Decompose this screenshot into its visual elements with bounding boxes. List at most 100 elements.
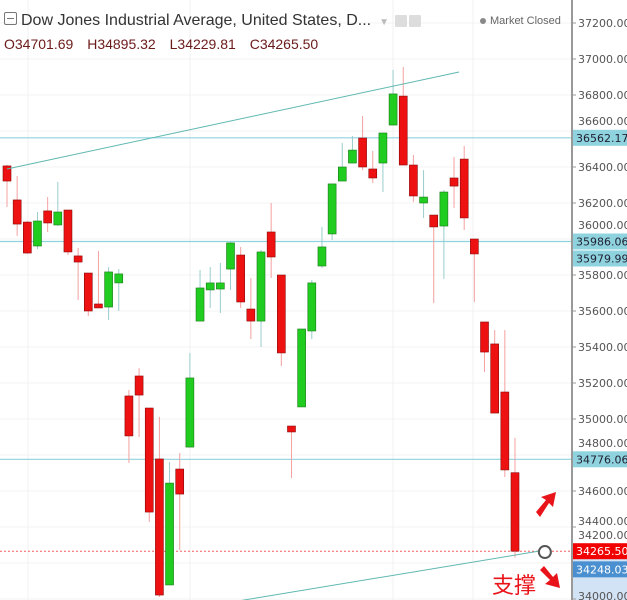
level-badge — [573, 233, 627, 250]
candle — [398, 95, 408, 166]
candle — [470, 238, 479, 255]
axis-tick-label: 35800.00 — [578, 269, 627, 282]
candle — [266, 231, 276, 258]
close-value: 34265.50 — [259, 36, 319, 52]
candle — [449, 177, 459, 187]
axis-tick-label: 34200.00 — [578, 529, 627, 542]
axis-tick-label: 37000.00 — [578, 53, 627, 66]
axis-tick-label: 36200.00 — [578, 197, 627, 210]
candle — [226, 242, 235, 270]
candle — [368, 168, 378, 179]
candle — [409, 164, 418, 197]
candle — [43, 210, 52, 224]
candle — [378, 132, 388, 164]
candle — [287, 425, 296, 433]
dropdown-caret-icon[interactable]: ▼ — [379, 17, 390, 28]
candle — [419, 196, 428, 204]
support-badge — [573, 561, 627, 578]
candle — [73, 255, 83, 263]
candle — [510, 472, 520, 552]
candle — [185, 377, 195, 448]
candle — [480, 321, 489, 353]
chart-title-bar: Dow Jones Industrial Average, United Sta… — [4, 12, 422, 30]
axis-tick-label: 35600.00 — [578, 305, 627, 318]
candle — [246, 308, 256, 322]
level-badge-label: 35979.99 — [576, 253, 627, 266]
chart-title: Dow Jones Industrial Average, United Sta… — [21, 12, 372, 29]
level-badge-label: 36562.17 — [576, 132, 627, 145]
candle — [216, 282, 225, 290]
candle — [23, 221, 32, 254]
market-status: Market Closed — [480, 15, 561, 27]
axis-tick-label: 35000.00 — [578, 413, 627, 426]
arrow-down-icon — [540, 566, 560, 588]
open-value: 34701.69 — [14, 36, 74, 52]
high-value: 34895.32 — [97, 36, 156, 52]
candle — [195, 287, 205, 322]
trendlines[interactable] — [6, 71, 552, 600]
axis-tick-label: 36800.00 — [578, 89, 627, 102]
candle — [2, 165, 12, 182]
low-value: 34229.81 — [177, 36, 236, 52]
level-badge — [573, 451, 627, 468]
collapse-icon[interactable] — [4, 12, 17, 25]
grid — [0, 0, 572, 600]
market-status-text: Market Closed — [490, 15, 561, 27]
axis-tick-label: 36400.00 — [578, 161, 627, 174]
candle — [33, 220, 42, 247]
candle — [429, 214, 439, 228]
candle — [459, 158, 469, 219]
candle — [358, 137, 367, 168]
last-price-badge — [573, 543, 627, 560]
candle — [317, 246, 327, 267]
candle — [337, 166, 347, 182]
candle — [256, 251, 266, 322]
low-label: L — [169, 36, 178, 52]
candles — [2, 66, 520, 598]
candle — [63, 209, 73, 253]
support-annotation: 支撑 — [492, 574, 537, 599]
axis-tick-label: 36600.00 — [578, 115, 627, 128]
status-dot-icon — [480, 18, 486, 25]
candle — [165, 482, 174, 586]
trendline-handle — [537, 545, 552, 560]
candle — [155, 458, 164, 596]
candle — [388, 93, 398, 126]
level-badge-label: 35986.06 — [576, 236, 627, 249]
candle — [53, 211, 63, 226]
axis-tick-label: 34600.00 — [578, 485, 627, 498]
level-badge-label: 34776.06 — [576, 453, 627, 466]
candle — [175, 468, 185, 495]
trendline — [241, 549, 546, 600]
arrow-up-icon — [536, 492, 556, 517]
axis-tick-label: 35200.00 — [578, 377, 627, 390]
high-label: H — [87, 36, 98, 52]
level-badge — [573, 250, 627, 267]
last-price-label: 34265.50 — [576, 545, 627, 558]
level-badge — [573, 129, 627, 146]
ohlc-values: O34701.69 H34895.32 L34229.81 C34265.50 — [4, 36, 328, 52]
axis-tick-label: 34400.00 — [578, 515, 627, 528]
candle — [490, 343, 499, 414]
close-label: C — [249, 36, 260, 52]
candle — [236, 254, 245, 303]
candle — [277, 274, 286, 354]
axis-tick-label: 35400.00 — [578, 341, 627, 354]
candle — [348, 149, 357, 164]
candle — [297, 328, 306, 408]
candle — [439, 191, 449, 227]
eye-icon[interactable] — [395, 14, 408, 27]
candle — [124, 395, 134, 437]
arrows — [536, 492, 560, 588]
axis-tick-label: 34800.00 — [578, 437, 627, 450]
gear-icon[interactable] — [409, 14, 422, 27]
candle — [114, 273, 124, 284]
candle — [307, 282, 317, 332]
candle — [94, 303, 103, 309]
axis-tick-label: 36000.00 — [578, 219, 627, 232]
trendline — [6, 71, 460, 170]
support-label: 34248.03 — [576, 563, 627, 576]
axis-tick-label: 34000.00 — [578, 590, 627, 600]
